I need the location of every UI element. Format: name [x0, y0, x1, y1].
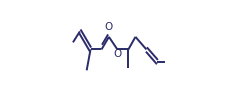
- Text: O: O: [105, 22, 113, 32]
- Text: O: O: [113, 49, 122, 59]
